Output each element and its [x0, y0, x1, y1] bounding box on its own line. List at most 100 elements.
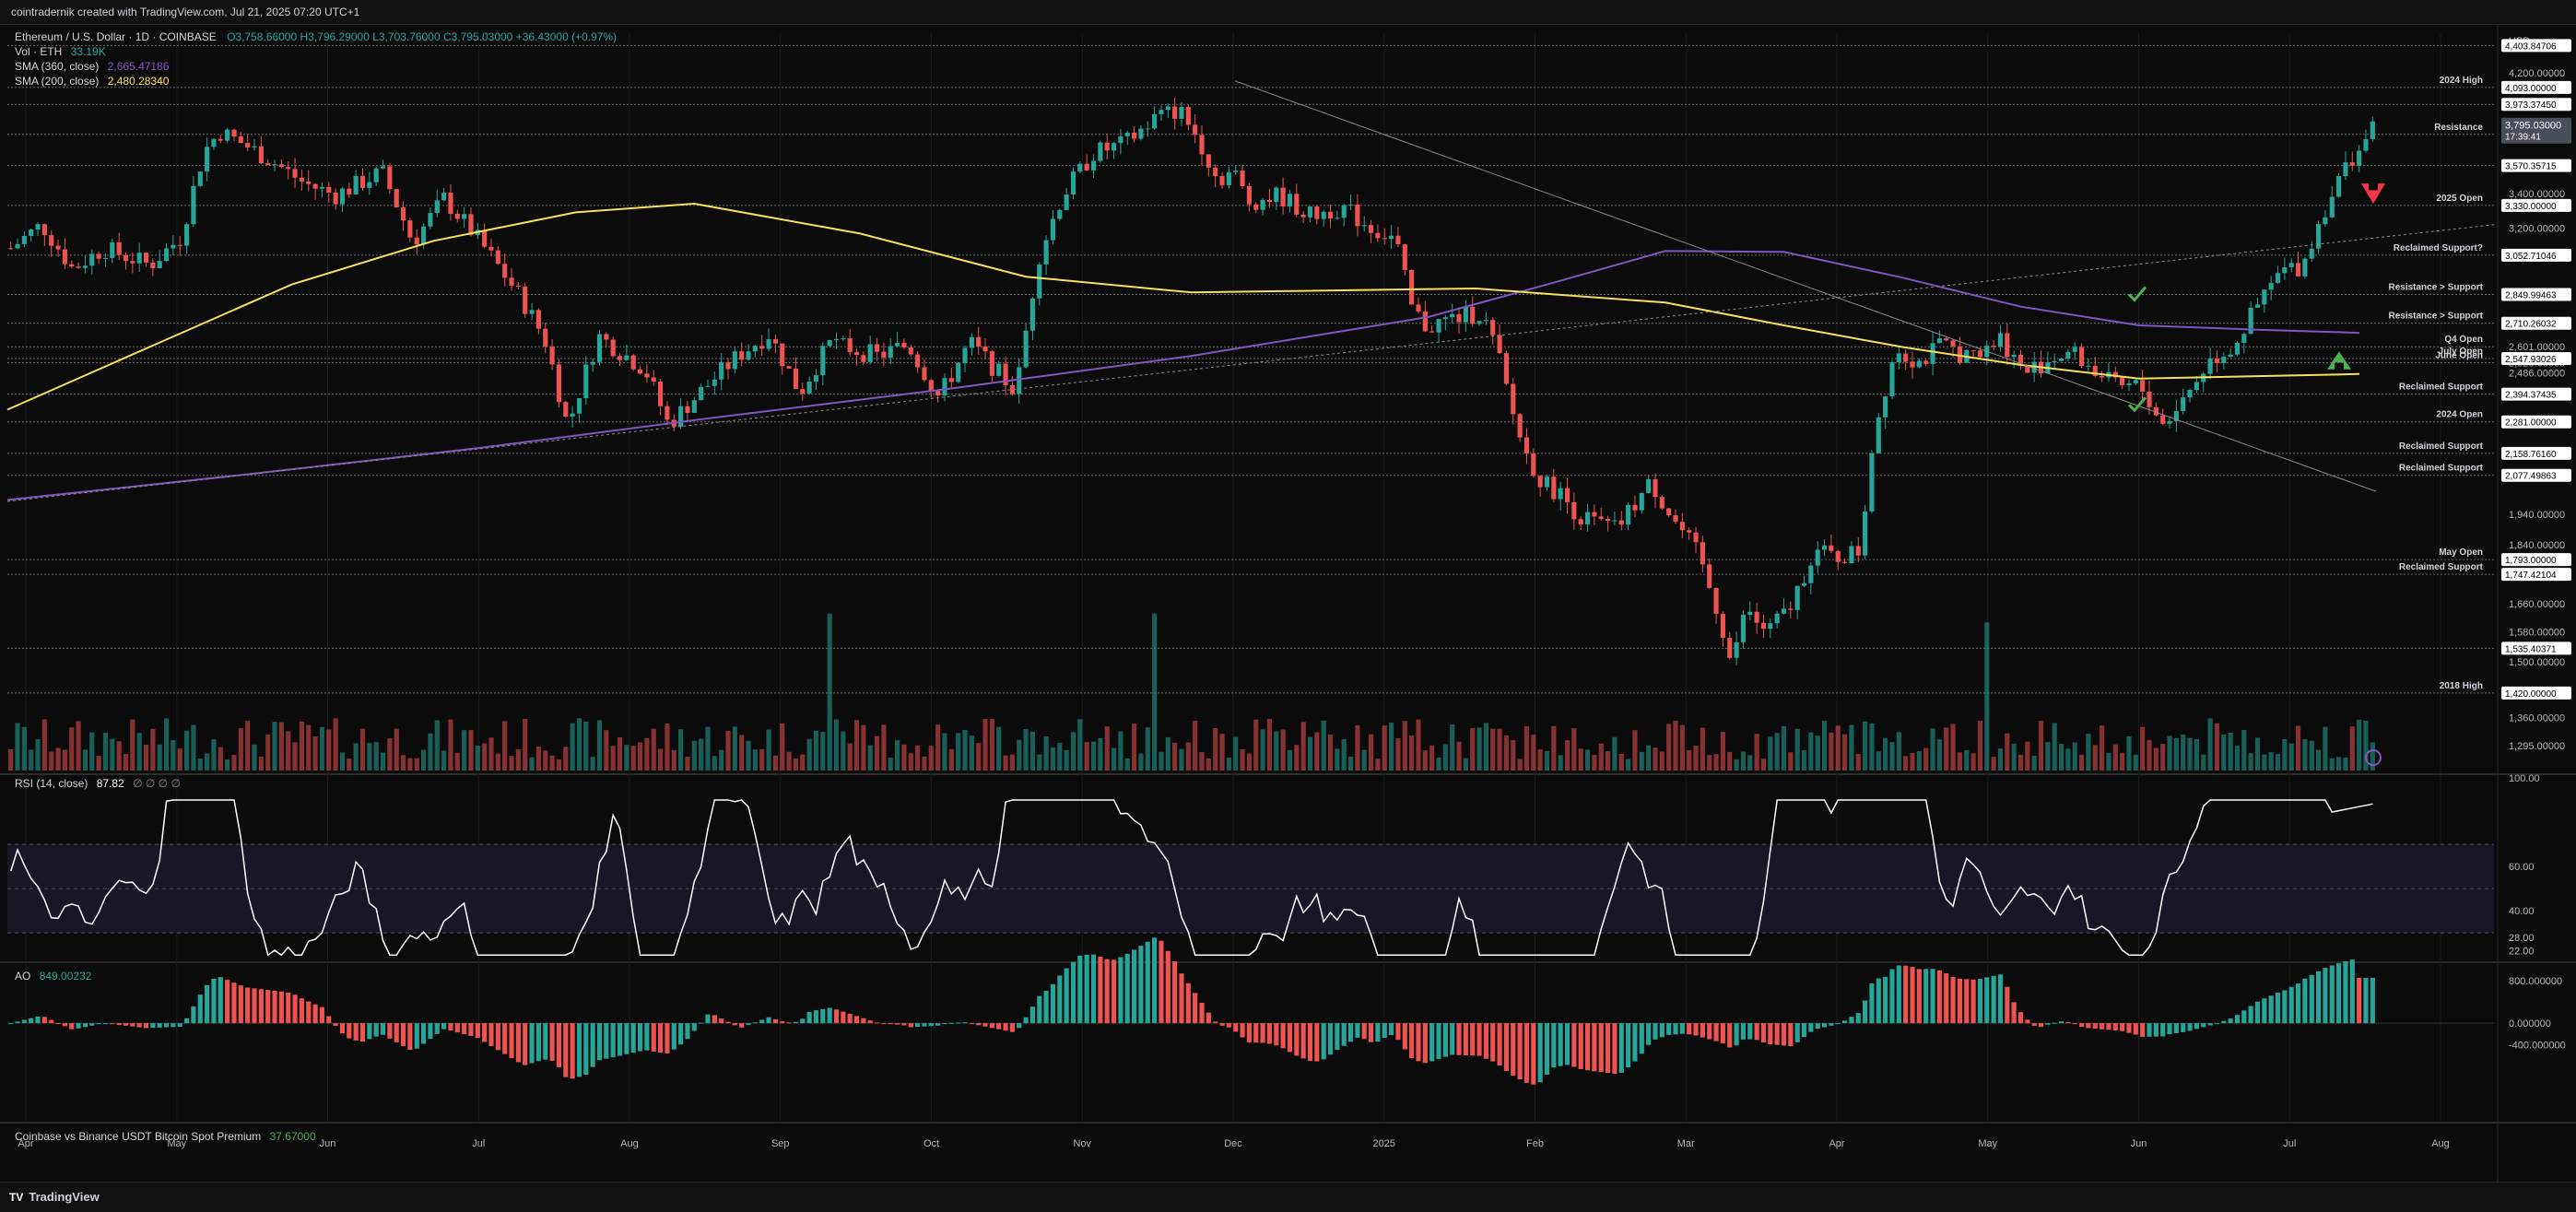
candle-body — [2268, 282, 2274, 290]
sma200-legend: SMA (200, close) 2,480.28340 — [15, 75, 169, 88]
volume-bar — [1896, 732, 1901, 771]
x-tick-label: 2025 — [1373, 1138, 1395, 1149]
candle-body — [1266, 199, 1273, 203]
candle-body — [2167, 420, 2172, 424]
candle-body — [2214, 358, 2220, 363]
ao-bar — [184, 1018, 190, 1024]
candle-body — [853, 352, 860, 356]
candle-body — [15, 243, 20, 249]
volume-bar — [2349, 726, 2355, 771]
y-tick-label: 1,840.00000 — [2509, 540, 2565, 551]
ao-bar — [1463, 1023, 1468, 1056]
candle-body — [1260, 199, 1265, 210]
ao-bar — [705, 1014, 711, 1024]
volume-bar — [82, 749, 88, 771]
volume-bar — [2282, 738, 2288, 771]
candle-body — [35, 224, 41, 229]
candle-body — [184, 224, 190, 246]
volume-bar — [2126, 735, 2132, 771]
candle-body — [2092, 365, 2098, 377]
ao-bar — [624, 1023, 629, 1054]
volume-bar — [1240, 748, 1245, 771]
candle-body — [685, 406, 690, 413]
ao-bar — [2181, 1023, 2186, 1032]
ao-bar — [1551, 1023, 1557, 1068]
ao-bar — [1977, 979, 1983, 1024]
volume-bar — [171, 739, 176, 771]
tradingview-logo[interactable]: TV TradingView — [9, 1190, 100, 1204]
level-label: 2024 High — [2440, 76, 2483, 86]
ao-bar — [1916, 969, 1922, 1024]
volume-bar — [1592, 755, 1597, 771]
ao-bar — [462, 1023, 467, 1035]
level-tag: 3,973.37450 — [2505, 100, 2557, 111]
ao-bar — [1889, 969, 1895, 1024]
ao-bar — [123, 1023, 129, 1026]
candle-body — [1490, 320, 1496, 335]
volume-bar — [1132, 724, 1137, 771]
volume-bar — [617, 737, 623, 771]
level-tag-bg — [2501, 316, 2571, 330]
volume-bar — [1098, 738, 1103, 771]
candle-body — [1639, 492, 1644, 511]
chart-area[interactable]: 2024 High Resistance 2025 Open Reclaimed Su… — [0, 24, 2576, 1182]
candle-body — [1341, 205, 1347, 218]
volume-bar — [942, 733, 947, 771]
volume-bar — [2275, 754, 2281, 771]
ao-bar — [1944, 973, 1949, 1024]
candle-body — [171, 244, 176, 249]
ao-bar — [475, 1023, 480, 1039]
x-tick-label: Jul — [472, 1138, 485, 1149]
candle-body — [766, 339, 771, 349]
ao-bar — [1057, 975, 1063, 1024]
candle-body — [2005, 333, 2010, 358]
candle-body — [2295, 263, 2301, 277]
ao-bar — [1883, 976, 1888, 1024]
volume-bar — [448, 719, 453, 771]
volume-bar — [1673, 720, 1678, 771]
ao-bar — [989, 1023, 994, 1029]
volume-bar — [482, 743, 488, 771]
level-tag: 1,747.42104 — [2505, 571, 2557, 581]
ao-bar — [359, 1023, 366, 1042]
candle-body — [428, 212, 433, 227]
ao-bar — [1970, 979, 1976, 1024]
credit-text: cointradernik created with TradingView.c… — [11, 6, 360, 18]
volume-bar — [49, 751, 54, 771]
candle-body — [1179, 107, 1184, 119]
ao-bar — [2167, 1023, 2172, 1035]
y-tick-label: 1,940.00000 — [2509, 510, 2565, 521]
level-label: Reclaimed Support — [2399, 382, 2484, 393]
level-label: Reclaimed Support — [2399, 464, 2484, 474]
ao-bar — [1104, 959, 1110, 1024]
candle-body — [400, 207, 406, 221]
ao-bar — [766, 1017, 771, 1024]
lightning-icon — [2365, 749, 2382, 766]
rsi-legend: RSI (14, close) 87.82 ∅ ∅ ∅ ∅ — [15, 777, 181, 790]
volume-bar — [1578, 748, 1583, 771]
ao-bar — [2126, 1023, 2132, 1033]
candle-body — [218, 138, 223, 141]
volume-bar — [1043, 736, 1049, 771]
ao-bar — [1626, 1023, 1631, 1068]
volume-label: Vol · ETH — [15, 45, 63, 58]
candle-body — [1829, 545, 1834, 551]
volume-bar — [1760, 759, 1767, 771]
ao-bar — [312, 1004, 318, 1024]
ao-bar — [1064, 968, 1069, 1024]
ao-bar — [841, 1011, 846, 1024]
volume-bar — [2262, 754, 2267, 771]
ao-bar — [1923, 969, 1929, 1024]
volume-bar — [258, 756, 264, 771]
candle-body — [2241, 334, 2247, 343]
volume-bar — [1598, 743, 1604, 771]
volume-bar — [1944, 727, 1949, 771]
ao-bar — [252, 988, 257, 1024]
volume-bar — [2336, 757, 2342, 771]
sma-line — [6, 250, 2360, 501]
ao-bar — [197, 994, 203, 1024]
volume-bar — [1003, 755, 1008, 771]
volume-bar — [1266, 718, 1273, 771]
ao-bar — [1497, 1023, 1502, 1066]
ao-bar — [225, 980, 230, 1024]
